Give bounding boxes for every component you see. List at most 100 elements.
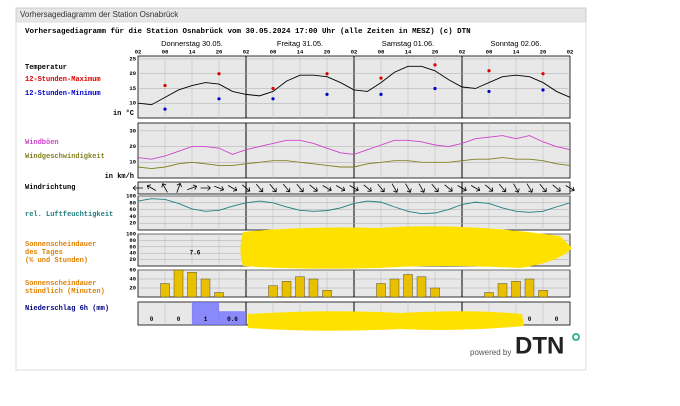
hour-label: 14 xyxy=(405,48,412,55)
arrow-shape xyxy=(322,185,332,192)
hour-label: 20 xyxy=(432,48,439,55)
arrow-shape xyxy=(539,183,547,193)
wind-arrow xyxy=(161,183,168,193)
line xyxy=(137,65,571,106)
point xyxy=(271,86,275,91)
y-tick-label: 15 xyxy=(129,85,136,92)
wind-arrow xyxy=(457,185,467,192)
point xyxy=(487,89,491,94)
wind-arrow xyxy=(132,185,143,191)
wind-arrow xyxy=(309,184,318,192)
arrow-shape xyxy=(470,185,481,192)
arrow-shape xyxy=(241,184,251,192)
wind-arrow xyxy=(405,183,412,193)
value-label: 0.6 xyxy=(227,316,238,323)
y-tick-label: 20 xyxy=(129,70,136,77)
point xyxy=(217,72,221,76)
wind-arrow xyxy=(391,183,399,193)
hour-label: 02 xyxy=(351,48,358,55)
point xyxy=(163,83,167,88)
y-tick-label: 80 xyxy=(129,237,136,244)
wind-arrow xyxy=(444,184,453,192)
wind-arrow xyxy=(146,184,157,191)
day-label: Freitag 31.05. xyxy=(277,39,323,48)
hour-label: 14 xyxy=(513,48,520,55)
wind-arrow xyxy=(269,183,277,193)
bar xyxy=(308,278,319,298)
hour-label: 08 xyxy=(162,48,169,55)
wind-arrow xyxy=(539,183,547,193)
y-tick-label: 60 xyxy=(129,206,136,213)
bar xyxy=(295,276,305,298)
bar xyxy=(187,272,197,298)
panel-label: des Tages xyxy=(25,249,63,257)
unit-label: in °C xyxy=(113,109,134,118)
chart-title: Vorhersagediagramm für die Station Osnab… xyxy=(25,28,471,36)
bar xyxy=(511,281,521,298)
bar xyxy=(484,292,494,298)
arrow-shape xyxy=(176,182,182,193)
arrow-shape xyxy=(200,185,211,191)
wind-arrow xyxy=(377,183,385,193)
y-tick-label: 60 xyxy=(129,266,136,273)
y-tick-label: 40 xyxy=(129,250,136,257)
arrow-shape xyxy=(431,183,439,193)
bar xyxy=(214,292,224,298)
point xyxy=(217,97,221,101)
panel-label: rel. Luftfeuchtigkeit xyxy=(25,211,113,219)
wind-arrow xyxy=(335,185,346,192)
arrow-shape xyxy=(405,183,412,193)
point xyxy=(271,97,275,101)
arrow-shape xyxy=(255,183,264,193)
point xyxy=(379,92,383,96)
arrow-shape xyxy=(269,183,277,193)
arrow-shape xyxy=(363,184,372,192)
hour-label: 20 xyxy=(216,48,223,55)
bar xyxy=(497,283,508,298)
arrow-shape xyxy=(565,185,575,192)
arrow-shape xyxy=(498,183,507,193)
wind-arrow xyxy=(187,184,198,191)
unit-label: in km/h xyxy=(105,173,134,181)
bar xyxy=(376,283,386,298)
y-tick-label: 10 xyxy=(129,100,136,107)
line xyxy=(137,135,571,160)
hour-label: 08 xyxy=(378,48,385,55)
wind-arrow xyxy=(552,184,561,192)
point xyxy=(379,76,383,80)
point xyxy=(487,69,491,73)
y-tick-label: 100 xyxy=(126,230,136,237)
arrow-shape xyxy=(296,183,304,193)
annotation: 7.6 xyxy=(190,250,201,257)
value-label: 0 xyxy=(177,316,181,323)
wind-arrow xyxy=(470,185,481,192)
bar xyxy=(403,274,413,298)
bar xyxy=(268,285,278,298)
wind-arrow xyxy=(255,183,264,193)
value-label: 0 xyxy=(528,316,532,323)
arrow-shape xyxy=(187,184,198,191)
y-tick-label: 30 xyxy=(129,127,136,134)
wind-arrow xyxy=(282,183,291,193)
arrow-shape xyxy=(282,183,291,193)
value-label: 0 xyxy=(555,316,559,323)
bar xyxy=(173,269,184,298)
wind-arrow xyxy=(484,184,494,192)
bar xyxy=(416,276,427,298)
wind-arrow xyxy=(363,184,372,192)
panel-label: Windgeschwindigkeit xyxy=(25,153,105,161)
arrow-shape xyxy=(377,183,385,193)
value-label: 0 xyxy=(150,316,154,323)
hour-label: 08 xyxy=(486,48,493,55)
bar xyxy=(219,311,246,325)
wind-arrow xyxy=(565,185,575,192)
arrow-shape xyxy=(161,183,168,193)
panel-label: Temperatur xyxy=(25,64,67,72)
powered-by: powered by xyxy=(470,348,511,357)
point xyxy=(325,92,329,96)
arrow-shape xyxy=(349,185,359,192)
panel-label: 12-Stunden-Maximum xyxy=(25,76,101,84)
arrow-shape xyxy=(335,185,346,192)
wind-arrow xyxy=(498,183,507,193)
arrow-shape xyxy=(309,184,318,192)
